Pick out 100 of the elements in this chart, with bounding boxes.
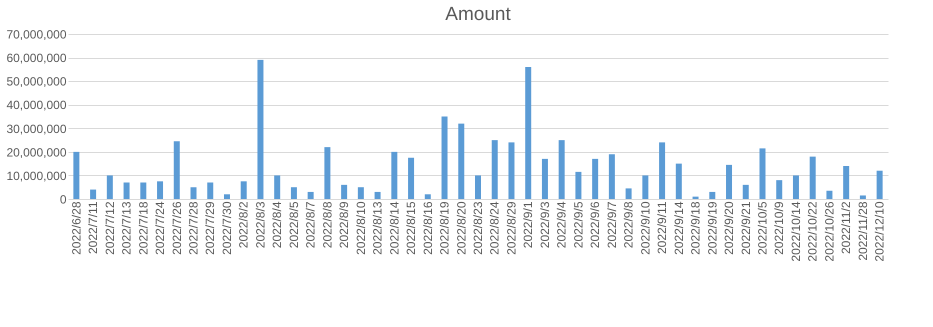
bar (442, 116, 448, 199)
x-tick-label: 2022/7/13 (120, 201, 134, 255)
x-tick-label: 2022/12/10 (872, 201, 887, 262)
bar (659, 142, 666, 199)
bar (843, 166, 850, 199)
y-tick-label: 50,000,000 (6, 74, 67, 89)
bar (140, 182, 146, 199)
y-tick-label: 30,000,000 (6, 122, 67, 136)
x-tick-label: 2022/8/4 (270, 201, 284, 248)
bar (525, 67, 532, 199)
x-tick-label: 2022/9/3 (538, 201, 552, 248)
x-tick-label: 2022/11/2 (839, 201, 854, 254)
x-tick-label: 2022/11/28 (856, 201, 870, 261)
bar (73, 152, 80, 199)
bar (157, 181, 164, 199)
x-tick-label: 2022/10/22 (806, 201, 820, 262)
bar (240, 181, 247, 199)
x-tick-label: 2022/8/5 (286, 201, 301, 248)
x-tick-label: 2022/9/10 (638, 201, 652, 255)
bar (324, 147, 330, 199)
bar (726, 164, 732, 199)
x-tick-label: 2022/9/6 (588, 201, 602, 248)
y-tick-label: 40,000,000 (6, 98, 67, 112)
bar (542, 158, 548, 199)
x-tick-label: 2022/8/29 (504, 201, 518, 255)
bar (358, 187, 364, 199)
x-tick-label: 2022/8/16 (420, 201, 435, 255)
x-tick-label: 2022/7/30 (220, 201, 234, 255)
x-tick-label: 2022/10/26 (822, 201, 836, 262)
x-tick-label: 2022/7/29 (203, 201, 218, 255)
bar (608, 154, 615, 199)
bar (257, 60, 264, 199)
bar (860, 195, 866, 199)
bar (626, 188, 632, 199)
bar (642, 175, 648, 199)
bar (374, 192, 381, 199)
bar (676, 164, 682, 199)
x-tick-label: 2022/8/9 (337, 201, 352, 248)
bar (742, 184, 749, 199)
x-tick-label: 2022/10/14 (788, 201, 803, 262)
bar (174, 141, 180, 199)
bar (106, 175, 113, 199)
x-tick-label: 2022/9/1 (521, 201, 536, 248)
x-tick-label: 2022/8/13 (370, 201, 385, 255)
x-tick-label: 2022/8/20 (454, 201, 468, 255)
y-tick-label: 70,000,000 (6, 28, 67, 42)
bar (776, 180, 782, 199)
bar (810, 156, 816, 199)
y-tick-label: 0 (60, 192, 67, 206)
x-tick-label: 2022/9/21 (738, 201, 753, 255)
bar (458, 124, 464, 199)
x-tick-label: 2022/7/24 (153, 201, 168, 255)
bar (391, 152, 398, 199)
bar (792, 175, 799, 199)
x-tick-label: 2022/9/5 (571, 201, 586, 248)
bar (508, 142, 514, 199)
x-tick-label: 2022/8/8 (320, 201, 334, 248)
x-tick-label: 2022/10/5 (755, 201, 770, 255)
x-tick-label: 2022/9/7 (604, 201, 619, 248)
x-tick-label: 2022/9/19 (705, 201, 720, 255)
bar (492, 140, 498, 199)
x-tick-label: 2022/7/26 (170, 201, 184, 255)
bar (826, 190, 832, 199)
x-tick-label: 2022/8/23 (471, 201, 485, 255)
y-tick-label: 60,000,000 (6, 51, 67, 66)
x-tick-label: 2022/8/3 (253, 201, 268, 248)
bar (90, 190, 96, 199)
x-tick-label: 2022/7/11 (86, 201, 100, 254)
x-tick-label: 2022/9/18 (688, 201, 703, 255)
y-tick-label: 10,000,000 (6, 168, 67, 183)
bar (876, 170, 883, 199)
x-tick-label: 2022/7/18 (136, 201, 150, 255)
bar (558, 140, 565, 199)
bar (308, 192, 314, 199)
bar (575, 172, 582, 199)
bar (224, 194, 230, 199)
x-tick-label: 2022/8/10 (354, 201, 368, 255)
x-tick-label: 2022/9/14 (672, 201, 686, 255)
x-tick-label: 2022/9/20 (722, 201, 736, 255)
chart-title: Amount (445, 4, 512, 25)
bar (207, 182, 214, 199)
x-tick-label: 2022/8/7 (304, 201, 318, 248)
x-tick-label: 2022/8/19 (438, 201, 452, 255)
x-tick-label: 2022/9/11 (655, 201, 670, 254)
bar (408, 158, 414, 199)
x-tick-label: 2022/7/28 (186, 201, 201, 255)
x-tick-label: 2022/6/28 (69, 201, 84, 255)
x-tick-label: 2022/10/9 (772, 201, 786, 255)
bar (424, 194, 431, 199)
x-tick-label: 2022/9/4 (554, 201, 569, 248)
bar (475, 175, 481, 199)
bar (274, 175, 280, 199)
x-tick-label: 2022/8/2 (236, 201, 251, 248)
bar (592, 158, 598, 199)
bar (190, 187, 197, 199)
bar (124, 182, 130, 199)
x-tick-label: 2022/8/15 (404, 201, 418, 255)
bar (709, 192, 716, 199)
x-tick-label: 2022/9/8 (622, 201, 636, 248)
bar (341, 184, 348, 199)
